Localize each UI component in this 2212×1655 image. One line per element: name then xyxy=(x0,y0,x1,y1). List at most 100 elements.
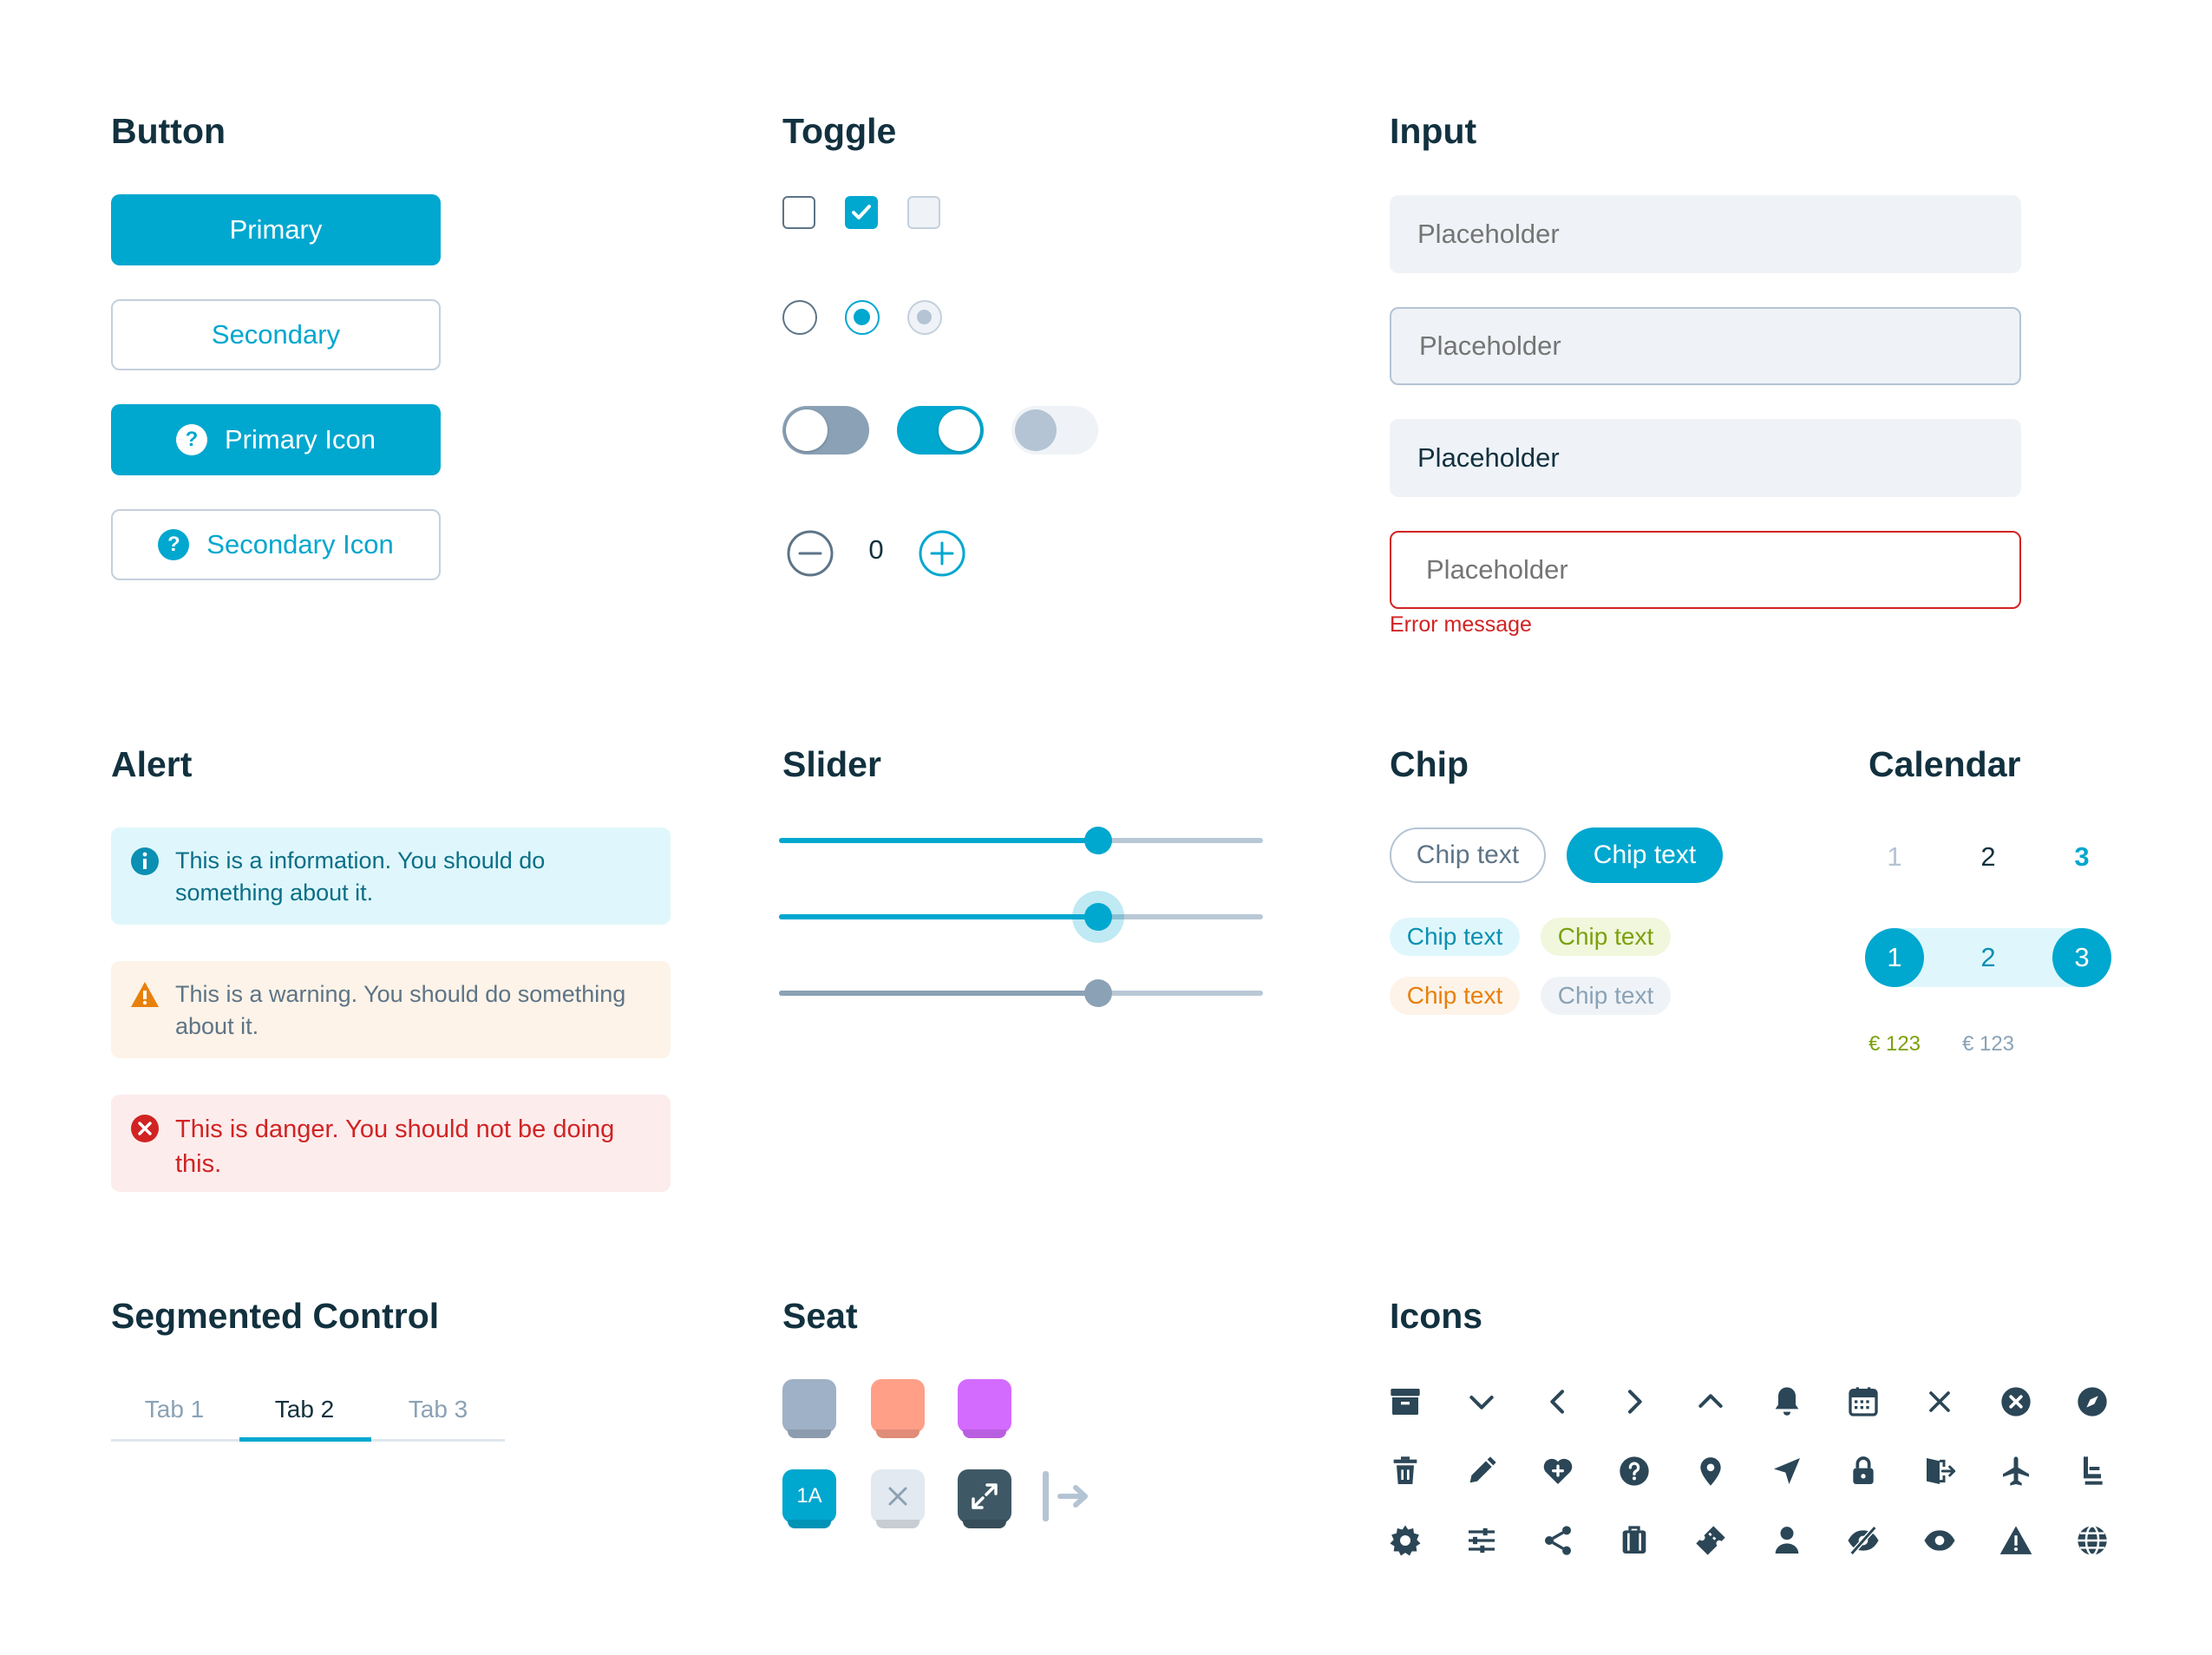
text-input-focused[interactable] xyxy=(1390,307,2021,385)
calendar-section-title: Calendar xyxy=(1868,744,2021,784)
switch-on[interactable] xyxy=(897,406,984,455)
slider-thumb[interactable] xyxy=(1084,903,1112,931)
text-input-default[interactable] xyxy=(1390,195,2021,273)
warning-icon xyxy=(131,982,159,1007)
calendar-price: € 123 xyxy=(1961,1032,2015,1056)
chevron-up-icon xyxy=(1692,1383,1730,1421)
secondary-button[interactable]: Secondary xyxy=(111,299,441,370)
expand-icon xyxy=(972,1483,998,1509)
secondary-button-label: Secondary xyxy=(211,319,341,350)
slider-fill xyxy=(779,838,1098,843)
info-icon xyxy=(131,847,159,875)
sliders-icon xyxy=(1463,1521,1501,1560)
text-input-error[interactable] xyxy=(1390,531,2021,609)
text-input-filled[interactable] xyxy=(1390,419,2021,497)
seat-occupied xyxy=(871,1469,925,1523)
seat-unavailable xyxy=(782,1379,836,1433)
luggage-icon xyxy=(1615,1521,1653,1560)
alert-danger: This is danger. You should not be doing … xyxy=(111,1095,671,1192)
secondary-icon-button[interactable]: ? Secondary Icon xyxy=(111,509,441,580)
secondary-icon-button-label: Secondary Icon xyxy=(206,529,394,559)
trash-icon xyxy=(1386,1452,1424,1490)
close-circle-icon xyxy=(131,1115,159,1142)
slider-section-title: Slider xyxy=(782,744,881,784)
seat-selected[interactable]: 1A xyxy=(782,1469,836,1523)
globe-icon xyxy=(2073,1521,2111,1560)
archive-icon xyxy=(1386,1383,1424,1421)
close-icon xyxy=(1921,1383,1959,1421)
button-section-title: Button xyxy=(111,111,226,151)
seat-extra[interactable] xyxy=(958,1379,1011,1433)
tab-3[interactable]: Tab 3 xyxy=(408,1396,468,1423)
calendar-range-bar xyxy=(1895,928,2082,987)
slider-fill xyxy=(779,914,1098,919)
tab-1[interactable]: Tab 1 xyxy=(144,1396,205,1423)
radio-dot xyxy=(854,309,870,325)
stepper-minus-button[interactable] xyxy=(786,529,834,578)
eye-icon xyxy=(1921,1521,1959,1560)
seat-premium[interactable] xyxy=(871,1379,925,1433)
primary-icon-button-label: Primary Icon xyxy=(225,424,376,455)
chip-info[interactable]: Chip text xyxy=(1390,918,1520,956)
chip-success[interactable]: Chip text xyxy=(1541,918,1671,956)
chip-filled[interactable]: Chip text xyxy=(1567,828,1723,883)
alert-danger-text: This is danger. You should not be doing … xyxy=(175,1115,615,1178)
tab-selected-indicator xyxy=(239,1437,371,1442)
checkbox-unchecked[interactable] xyxy=(782,196,815,229)
plus-circle-icon xyxy=(919,530,965,577)
slider-default[interactable] xyxy=(779,827,1263,854)
slider-disabled xyxy=(779,979,1263,1007)
seat-section-title: Seat xyxy=(782,1296,858,1336)
primary-button-label: Primary xyxy=(229,214,323,245)
checkbox-checked[interactable] xyxy=(845,196,878,229)
heart-plus-icon xyxy=(1539,1452,1577,1490)
chip-section-title: Chip xyxy=(1390,744,1469,784)
alert-section-title: Alert xyxy=(111,744,193,784)
chevron-right-icon xyxy=(1615,1383,1653,1421)
primary-icon-button[interactable]: ? Primary Icon xyxy=(111,404,441,475)
toggle-section-title: Toggle xyxy=(782,111,897,151)
seat-icon xyxy=(2073,1452,2111,1490)
bell-icon xyxy=(1768,1383,1806,1421)
radio-dot xyxy=(917,310,932,324)
slider-thumb xyxy=(1084,979,1112,1007)
radio-selected[interactable] xyxy=(845,300,880,335)
calendar-price-low: € 123 xyxy=(1868,1032,1921,1056)
pencil-icon xyxy=(1463,1452,1501,1490)
chip-outline[interactable]: Chip text xyxy=(1390,828,1546,883)
user-icon xyxy=(1768,1521,1806,1560)
calendar-day[interactable]: 2 xyxy=(1980,841,1996,872)
help-icon: ? xyxy=(176,424,207,455)
minus-circle-icon xyxy=(787,530,834,577)
switch-disabled xyxy=(1011,406,1098,455)
slider-active[interactable] xyxy=(779,903,1263,931)
navigation-icon xyxy=(1768,1452,1806,1490)
calendar-range-end[interactable]: 3 xyxy=(2052,928,2111,987)
slider-thumb[interactable] xyxy=(1084,827,1112,854)
switch-knob xyxy=(786,409,828,451)
seat-extra-legroom[interactable] xyxy=(958,1469,1011,1523)
tab-2[interactable]: Tab 2 xyxy=(274,1396,335,1423)
chip-neutral[interactable]: Chip text xyxy=(1541,977,1671,1015)
chip-warning[interactable]: Chip text xyxy=(1390,977,1520,1015)
warning-icon xyxy=(1997,1521,2035,1560)
settings-icon xyxy=(1386,1521,1424,1560)
switch-knob xyxy=(1015,409,1057,451)
help-circle-icon xyxy=(1615,1452,1653,1490)
exit-row-marker xyxy=(1041,1469,1093,1523)
input-error-message: Error message xyxy=(1390,612,1532,637)
calendar-range-start[interactable]: 1 xyxy=(1865,928,1924,987)
exit-arrow-icon xyxy=(1043,1471,1088,1521)
segmented-section-title: Segmented Control xyxy=(111,1296,440,1336)
radio-unselected[interactable] xyxy=(782,300,817,335)
airplane-icon xyxy=(1997,1452,2035,1490)
close-icon xyxy=(888,1487,907,1506)
calendar-range-middle[interactable]: 2 xyxy=(1980,942,1996,972)
exit-door-icon xyxy=(1921,1452,1959,1490)
radio-disabled xyxy=(907,300,942,335)
calendar-day-today[interactable]: 3 xyxy=(2074,841,2090,872)
primary-button[interactable]: Primary xyxy=(111,194,441,265)
checkbox-disabled xyxy=(907,196,940,229)
switch-off[interactable] xyxy=(782,406,869,455)
stepper-plus-button[interactable] xyxy=(918,529,966,578)
